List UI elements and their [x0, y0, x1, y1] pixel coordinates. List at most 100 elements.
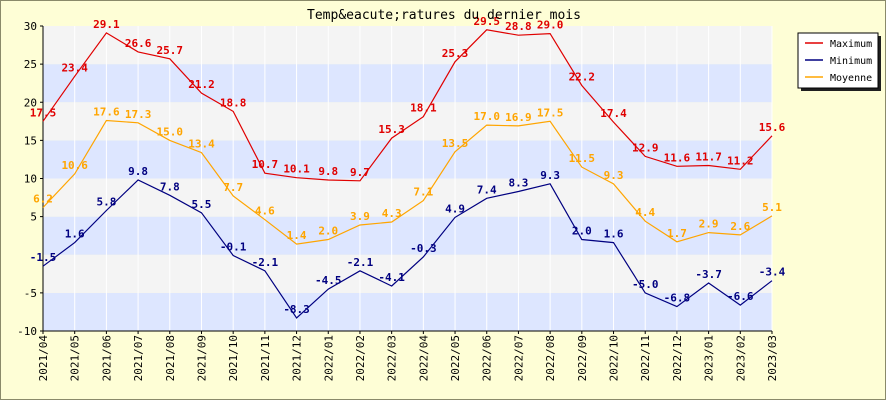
data-label-minimum: -0.1 [220, 241, 247, 254]
y-tick-label: -5 [24, 287, 37, 300]
data-label-moyenne: 11.5 [569, 152, 596, 165]
legend: Maximum Minimum Moyenne [797, 32, 881, 91]
data-label-moyenne: 7.7 [223, 181, 243, 194]
data-label-maximum: 28.8 [505, 20, 532, 33]
data-label-moyenne: 1.7 [667, 227, 687, 240]
grid-band [43, 26, 772, 65]
data-label-moyenne: 2.9 [699, 218, 719, 231]
data-label-maximum: 11.7 [695, 151, 722, 164]
legend-label-minimum: Minimum [830, 56, 872, 67]
x-tick-label: 2022/09 [576, 335, 589, 381]
data-label-moyenne: 9.3 [604, 169, 624, 182]
data-label-maximum: 25.3 [442, 47, 469, 60]
y-tick-label: 20 [24, 96, 37, 109]
x-tick-label: 2021/08 [164, 335, 177, 381]
data-label-minimum: -3.7 [695, 268, 722, 281]
x-tick-label: 2022/12 [671, 335, 684, 381]
x-tick-label: 2022/04 [417, 335, 430, 382]
data-label-maximum: 17.5 [30, 106, 57, 119]
data-label-minimum: 7.4 [477, 183, 497, 196]
data-label-moyenne: 10.6 [61, 159, 88, 172]
data-label-maximum: 10.1 [283, 163, 310, 176]
data-label-moyenne: 13.4 [188, 138, 215, 151]
data-label-minimum: -5.0 [632, 278, 659, 291]
y-tick-label: 30 [24, 20, 37, 33]
series-line-maximum [42, 29, 773, 182]
grid-band [43, 292, 772, 331]
data-label-minimum: 1.6 [65, 228, 85, 241]
data-label-minimum: 2.0 [572, 225, 592, 238]
data-label-maximum: 29.5 [473, 15, 500, 28]
x-tick-label: 2022/07 [512, 335, 525, 381]
y-tick-label: 15 [24, 134, 37, 147]
data-label-moyenne: 1.4 [287, 229, 307, 242]
x-tick-label: 2022/02 [354, 335, 367, 381]
data-label-moyenne: 4.6 [255, 205, 275, 218]
data-label-minimum: 9.8 [128, 165, 148, 178]
data-label-maximum: 15.6 [759, 121, 786, 134]
data-label-maximum: 11.6 [664, 151, 691, 164]
legend-label-moyenne: Moyenne [830, 73, 872, 84]
data-label-moyenne: 17.5 [537, 106, 564, 119]
data-label-maximum: 23.4 [61, 61, 88, 74]
data-label-moyenne: 5.1 [762, 201, 782, 214]
data-label-moyenne: 7.1 [413, 186, 433, 199]
chart-title: Temp&eacute;ratures du dernier mois [307, 8, 581, 23]
x-tick-label: 2023/03 [766, 335, 779, 381]
grid-band [43, 64, 772, 103]
data-label-minimum: 9.3 [540, 169, 560, 182]
x-tick-label: 2021/11 [259, 335, 272, 381]
y-tick-label: -10 [17, 325, 37, 338]
data-label-minimum: -1.5 [30, 251, 57, 264]
x-tick-label: 2021/12 [291, 335, 304, 381]
y-tick-label: 5 [30, 211, 37, 224]
grid-band [43, 216, 772, 255]
data-label-minimum: 8.3 [508, 176, 528, 189]
data-label-maximum: 22.2 [569, 70, 596, 83]
x-tick-label: 2021/10 [227, 335, 240, 381]
x-tick-label: 2021/04 [37, 335, 50, 382]
data-label-minimum: 4.9 [445, 202, 465, 215]
grid-band [43, 254, 772, 293]
data-label-maximum: 26.6 [125, 37, 152, 50]
data-label-moyenne: 17.3 [125, 108, 152, 121]
grid-band [43, 102, 772, 141]
data-label-maximum: 10.7 [252, 158, 279, 171]
x-tick-label: 2023/02 [734, 335, 747, 381]
x-tick-label: 2022/06 [481, 335, 494, 381]
data-label-moyenne: 3.9 [350, 210, 370, 223]
x-tick-label: 2022/08 [544, 335, 557, 381]
x-tick-label: 2021/07 [132, 335, 145, 381]
data-label-minimum: -0.3 [410, 242, 437, 255]
data-label-minimum: 1.6 [604, 228, 624, 241]
data-label-moyenne: 17.6 [93, 106, 120, 119]
data-label-moyenne: 13.5 [442, 137, 469, 150]
data-label-maximum: 15.3 [378, 123, 405, 136]
series-line-moyenne [42, 119, 773, 245]
x-tick-label: 2022/05 [449, 335, 462, 381]
data-label-maximum: 9.7 [350, 166, 370, 179]
data-label-maximum: 18.1 [410, 102, 437, 115]
data-label-minimum: -6.8 [664, 292, 691, 305]
x-tick-label: 2022/03 [386, 335, 399, 381]
series-line-minimum [42, 179, 773, 319]
data-label-maximum: 17.4 [600, 107, 627, 120]
x-tick-label: 2021/06 [100, 335, 113, 381]
data-label-minimum: -4.1 [378, 271, 405, 284]
data-label-moyenne: 2.0 [318, 225, 338, 238]
data-label-maximum: 12.9 [632, 141, 659, 154]
y-tick-label: 25 [24, 58, 37, 71]
data-label-minimum: 7.8 [160, 180, 180, 193]
data-label-maximum: 9.8 [318, 165, 338, 178]
data-label-minimum: -2.1 [252, 256, 279, 269]
data-label-minimum: -4.5 [315, 274, 342, 287]
data-label-minimum: 5.8 [96, 196, 116, 209]
data-label-maximum: 21.2 [188, 78, 215, 91]
data-label-moyenne: 16.9 [505, 111, 532, 124]
data-label-moyenne: 17.0 [473, 110, 500, 123]
data-label-maximum: 25.7 [157, 44, 184, 57]
data-label-minimum: -6.6 [727, 290, 754, 303]
y-tick-label: 10 [24, 173, 37, 186]
